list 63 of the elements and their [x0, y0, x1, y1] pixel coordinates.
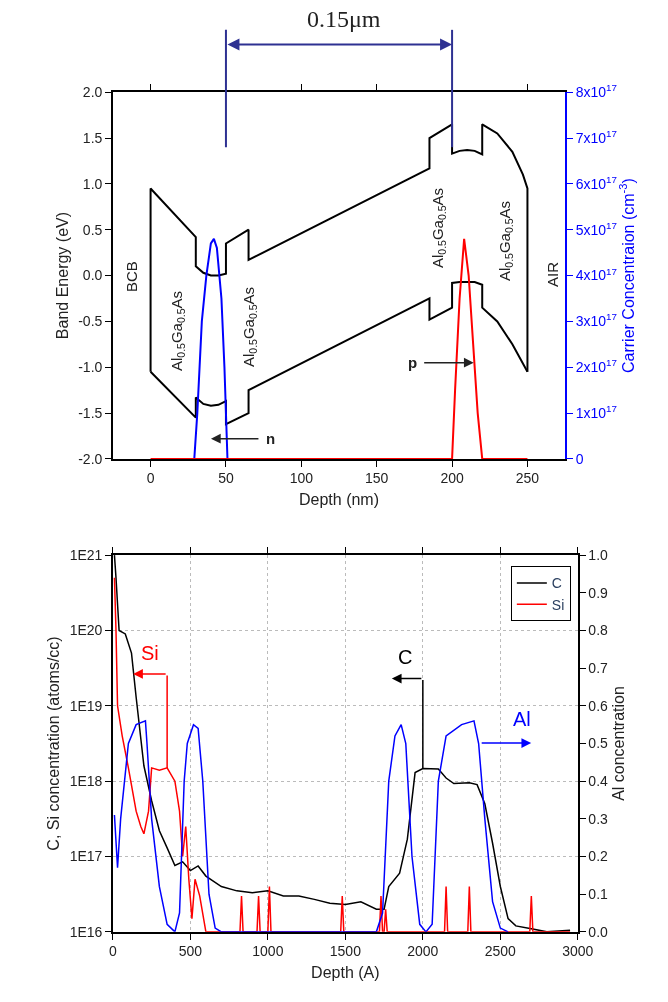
y2-tick-label: 0.4 [588, 773, 609, 790]
y-tick-label: 1E21 [69, 547, 103, 564]
x-tick-label: 0 [146, 470, 155, 487]
y2-tick-label: 0.8 [588, 622, 609, 639]
y2-tick-label: 3x10$^{17}$ [575, 311, 617, 330]
y-tick-label: 0.0 [82, 267, 103, 284]
annotation: Si [141, 642, 159, 664]
annotation: C [398, 646, 413, 668]
y-tick-label: 1.0 [82, 175, 103, 192]
y-tick-label: 1E18 [69, 773, 103, 790]
y-tick-label: -1.0 [78, 359, 103, 376]
x-tick-label: 250 [515, 470, 540, 487]
y-tick-label: -2.0 [78, 450, 103, 467]
y2-tick-label: 4x10$^{17}$ [575, 265, 617, 284]
x-axis-title: Depth (nm) [298, 490, 380, 508]
x-tick-label: 2500 [484, 943, 517, 960]
y2-tick-label: 6x10$^{17}$ [575, 173, 617, 192]
y2-tick-label: 0.7 [588, 660, 609, 677]
x-axis-title: Depth (A) [311, 963, 380, 981]
x-tick-label: 2000 [407, 943, 439, 960]
y-axis-title: C, Si concentration (atoms/cc) [45, 636, 63, 851]
y2-tick-label: 1x10$^{17}$ [575, 403, 617, 421]
x-tick-label: 1500 [329, 943, 362, 960]
annotation: AIR [544, 261, 561, 287]
y-tick-label: 0.5 [82, 221, 103, 238]
text: 0.15μm [307, 6, 381, 32]
legend-label: Si [551, 596, 565, 613]
y2-tick-label: 8x10$^{17}$ [575, 82, 617, 101]
x-tick-label: 100 [289, 470, 314, 487]
y2-tick-label: 7x10$^{17}$ [575, 128, 617, 146]
y2-tick-label: 0.0 [588, 923, 609, 940]
annotation: n [266, 430, 276, 447]
annotation: Al [513, 708, 531, 730]
y-tick-label: 2.0 [82, 84, 103, 101]
y-tick-label: 1E17 [69, 848, 103, 865]
y2-axis-title: Al concentration [610, 686, 628, 801]
y2-tick-label: 0.5 [588, 735, 609, 752]
y2-tick-label: 0.6 [588, 697, 609, 714]
y2-tick-label: 0.2 [588, 848, 609, 865]
annotation: BCB [123, 261, 140, 292]
y2-tick-label: 5x10$^{17}$ [575, 219, 617, 238]
y-tick-label: 1.5 [82, 129, 103, 146]
y2-tick-label: 0.9 [588, 584, 609, 601]
x-tick-label: 500 [178, 943, 203, 960]
y-tick-label: 1E19 [69, 697, 103, 714]
y2-tick-label: 0 [575, 450, 584, 467]
x-tick-label: 200 [440, 470, 464, 487]
y-tick-label: 1E20 [69, 622, 103, 639]
x-tick-label: 0 [108, 943, 117, 960]
y-axis-title: Band Energy (eV) [53, 211, 71, 340]
y-tick-label: -0.5 [78, 313, 103, 330]
y2-tick-label: 0.1 [588, 886, 609, 903]
x-tick-label: 50 [218, 470, 234, 487]
annotation: p [408, 354, 418, 371]
legend-label: C [551, 575, 562, 592]
y-tick-label: 1E16 [69, 923, 103, 940]
x-tick-label: 3000 [562, 943, 594, 960]
y2-tick-label: 2x10$^{17}$ [575, 357, 617, 376]
x-tick-label: 1000 [252, 943, 284, 960]
y2-tick-label: 1.0 [588, 547, 609, 564]
x-tick-label: 150 [365, 470, 389, 487]
y2-tick-label: 0.3 [588, 810, 609, 827]
y-tick-label: -1.5 [78, 404, 103, 421]
